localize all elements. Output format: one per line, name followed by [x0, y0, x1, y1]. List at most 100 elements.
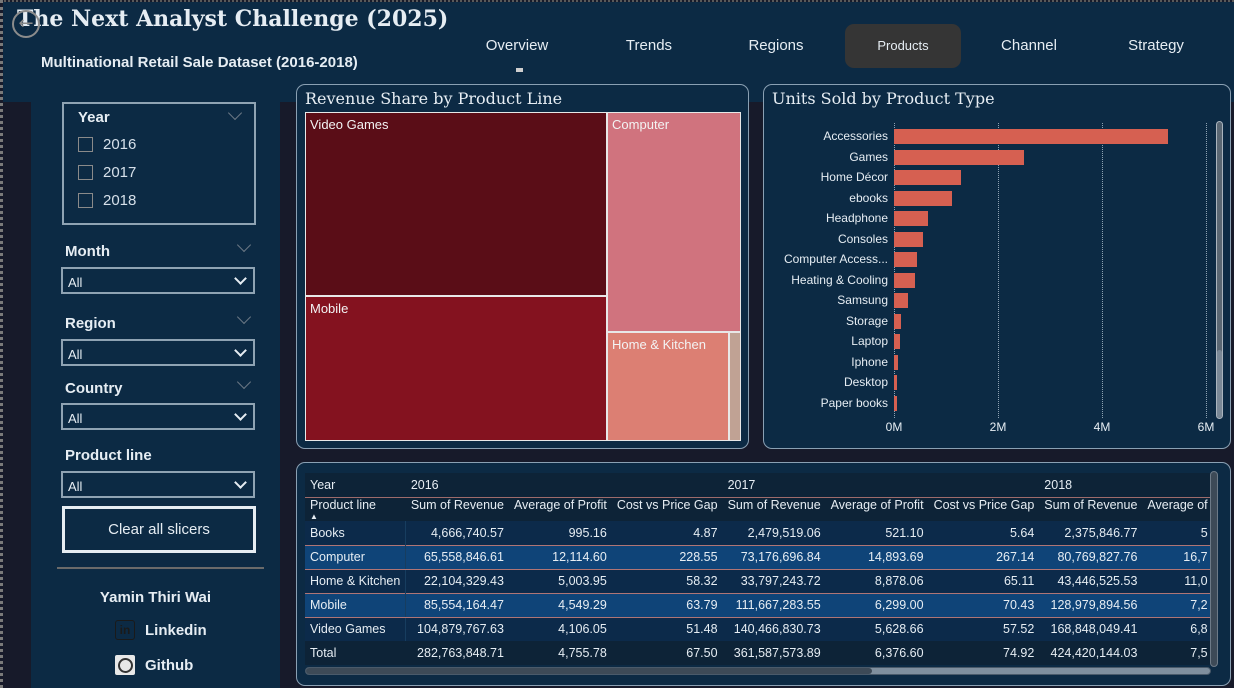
- scrollbar-thumb[interactable]: [306, 668, 872, 674]
- bar[interactable]: [894, 293, 909, 308]
- x-gridline: [998, 123, 999, 418]
- product-line-dropdown[interactable]: All: [61, 471, 255, 498]
- country-dropdown-value: All: [68, 411, 83, 426]
- bar[interactable]: [894, 211, 928, 226]
- matrix-year-header[interactable]: 2018: [1039, 473, 1211, 498]
- checkbox[interactable]: [78, 164, 93, 180]
- matrix-horizontal-scrollbar[interactable]: [305, 667, 1211, 675]
- table-row[interactable]: Mobile 85,554,164.47 4,549.29 63.79 111,667,…: [305, 592, 1211, 618]
- category-label: Paper books: [820, 395, 888, 410]
- table-row[interactable]: Home & Kitchen 22,104,329.43 5,003.95 58.32…: [305, 569, 1211, 593]
- treemap-tile-home-kitchen[interactable]: Home & Kitchen: [607, 331, 730, 441]
- treemap-tile-label: Video Games: [310, 117, 389, 132]
- treemap-tile-mobile[interactable]: Mobile: [305, 296, 608, 441]
- matrix-cell: 73,176,696.84: [722, 544, 826, 570]
- github-icon: [115, 655, 135, 675]
- matrix-cell: 7,2: [1142, 592, 1211, 618]
- bar[interactable]: [894, 375, 898, 390]
- matrix-cell: 63.79: [611, 592, 723, 618]
- revenue-matrix-table: Year 2016 2017 2018 Product line ▲ Sum of Reve…: [305, 473, 1211, 665]
- matrix-column-header[interactable]: Sum of Revenue: [1044, 497, 1138, 512]
- country-dropdown[interactable]: All: [61, 403, 255, 430]
- bar[interactable]: [894, 170, 962, 185]
- matrix-cell: 267.14: [928, 544, 1040, 570]
- year-option-label: 2017: [103, 163, 137, 181]
- matrix-viewport: Year 2016 2017 2018 Product line ▲ Sum of Reve…: [305, 473, 1211, 665]
- treemap-tile-books[interactable]: [729, 331, 741, 441]
- matrix-cell: 22,104,329.43: [405, 569, 509, 593]
- category-label: Computer Access...: [783, 252, 888, 266]
- chevron-down-icon[interactable]: [236, 309, 252, 325]
- table-row[interactable]: Books 4,666,740.57 995.16 4.87 2,479,519.06 5…: [305, 521, 1211, 545]
- matrix-total-row: Total 282,763,848.71 4,755.78 67.50 361,587,…: [305, 641, 1211, 665]
- treemap-tile-label: Computer: [612, 117, 670, 132]
- matrix-column-header[interactable]: Average of Profit: [513, 497, 607, 512]
- checkbox[interactable]: [78, 136, 93, 152]
- matrix-vertical-scrollbar[interactable]: [1210, 471, 1218, 667]
- tab-regions[interactable]: Regions: [748, 37, 804, 54]
- year-option-2018[interactable]: 2018: [78, 190, 136, 210]
- category-label: Home Décor: [820, 170, 888, 184]
- matrix-row-label: Video Games: [305, 617, 407, 641]
- matrix-column-header[interactable]: Sum of Revenue: [727, 497, 821, 512]
- matrix-year-header[interactable]: 2016: [405, 473, 723, 498]
- bar[interactable]: [894, 252, 917, 267]
- clear-all-slicers-button[interactable]: Clear all slicers: [62, 506, 256, 553]
- matrix-column-header[interactable]: Cost vs Price Gap: [933, 497, 1035, 512]
- github-link[interactable]: Github: [115, 655, 193, 675]
- linkedin-link[interactable]: in Linkedin: [115, 620, 207, 640]
- matrix-cell: 6,299.00: [825, 592, 929, 618]
- matrix-cell: 5,003.95: [508, 569, 612, 593]
- year-option-2016[interactable]: 2016: [78, 134, 136, 154]
- matrix-column-header[interactable]: Average of Profit: [830, 497, 924, 512]
- matrix-cell: 2,375,846.77: [1039, 521, 1143, 545]
- matrix-year-header[interactable]: 2017: [722, 473, 1040, 498]
- chevron-down-icon: [234, 272, 247, 285]
- bar[interactable]: [894, 313, 901, 329]
- chevron-down-icon[interactable]: [236, 237, 252, 253]
- checkbox[interactable]: [78, 192, 93, 208]
- region-dropdown[interactable]: All: [61, 339, 255, 366]
- year-option-2017[interactable]: 2017: [78, 162, 136, 182]
- matrix-column-header[interactable]: Cost vs Price Gap: [616, 497, 718, 512]
- tab-strategy[interactable]: Strategy: [1128, 37, 1184, 54]
- bar[interactable]: [894, 272, 915, 288]
- linkedin-icon: in: [115, 620, 135, 640]
- tab-channel[interactable]: Channel: [1001, 37, 1057, 54]
- matrix-row-field-header[interactable]: Product line ▲: [305, 497, 406, 521]
- bar[interactable]: [894, 149, 1024, 165]
- bar[interactable]: [894, 231, 924, 247]
- chevron-down-icon[interactable]: [227, 105, 243, 121]
- matrix-cell: 43,446,525.53: [1039, 569, 1143, 593]
- back-arrow-icon[interactable]: ←: [12, 10, 40, 38]
- table-row[interactable]: Computer 65,558,846.61 12,114.60 228.55 73,1…: [305, 544, 1211, 570]
- treemap-tile-video-games[interactable]: Video Games: [305, 112, 608, 297]
- x-tick-label: 2M: [989, 420, 1007, 434]
- category-label: Accessories: [823, 129, 888, 143]
- revenue-matrix-panel: Year 2016 2017 2018 Product line ▲ Sum of Reve…: [296, 462, 1231, 686]
- country-slicer-title: Country: [65, 380, 123, 397]
- canvas-border-left: [0, 0, 3, 688]
- matrix-column-header[interactable]: Average of: [1147, 497, 1208, 512]
- bar[interactable]: [894, 190, 953, 206]
- tab-products[interactable]: Products: [845, 24, 961, 68]
- year-option-label: 2018: [103, 191, 137, 209]
- bar[interactable]: [894, 334, 901, 349]
- tab-overview[interactable]: Overview: [485, 37, 549, 54]
- category-label: Iphone: [851, 354, 888, 369]
- matrix-cell: 4.87: [611, 521, 723, 545]
- bar-chart-scrollbar[interactable]: [1216, 121, 1223, 419]
- tab-trends[interactable]: Trends: [625, 37, 673, 54]
- matrix-cell: 5.64: [928, 521, 1040, 545]
- bar[interactable]: [894, 354, 899, 370]
- month-dropdown[interactable]: All: [61, 267, 255, 294]
- bar[interactable]: [894, 395, 897, 411]
- x-gridline: [894, 123, 895, 418]
- table-row[interactable]: Video Games 104,879,767.63 4,106.05 51.48 14…: [305, 617, 1211, 641]
- matrix-cell: 57.52: [928, 617, 1040, 641]
- matrix-column-header[interactable]: Sum of Revenue: [410, 497, 504, 512]
- bar[interactable]: [894, 129, 1169, 144]
- sort-ascending-icon[interactable]: ▲: [310, 511, 318, 521]
- chevron-down-icon[interactable]: [236, 374, 252, 390]
- treemap-tile-computer[interactable]: Computer: [607, 112, 741, 332]
